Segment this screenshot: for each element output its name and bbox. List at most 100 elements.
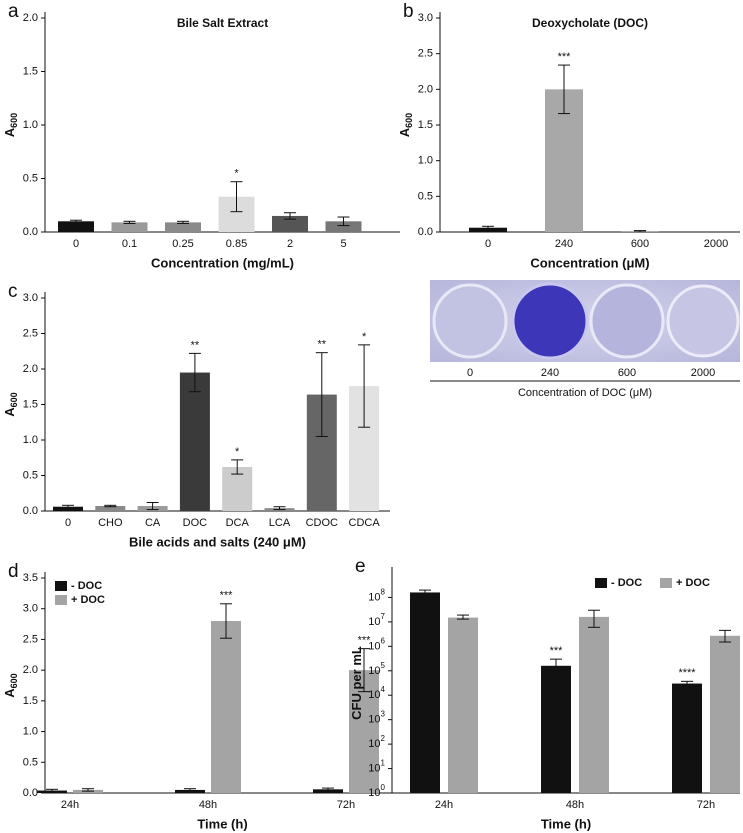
well-label: 240 <box>541 367 559 379</box>
y-tick-label-exp: 8 <box>381 588 386 597</box>
error-bar <box>184 788 196 792</box>
x-tick-label: 24h <box>61 799 79 811</box>
y-tick-label: 0.5 <box>418 190 433 202</box>
error-bar <box>188 352 201 393</box>
significance-label: ** <box>191 339 200 351</box>
error-bar <box>273 506 286 511</box>
y-tick-label: 1.0 <box>23 434 38 446</box>
y-axis-label-main: CFU per mL <box>349 646 364 720</box>
y-tick-label-text: 3.0 <box>23 292 38 304</box>
y-tick-label-text: 2.0 <box>23 12 38 24</box>
x-tick-label: 2 <box>287 238 293 250</box>
y-axis-label-sub: 600 <box>404 113 414 128</box>
x-tick-label: 0.85 <box>226 238 247 250</box>
y-tick-label-text: 10 <box>368 665 380 677</box>
y-tick-label: 1.5 <box>23 695 38 707</box>
y-tick-label-text: 10 <box>368 762 380 774</box>
y-tick-label-text: 1.0 <box>23 119 38 131</box>
x-tick-label: CDOC <box>306 517 338 529</box>
y-tick-label: 103 <box>368 710 385 726</box>
legend-swatch <box>595 578 607 588</box>
y-axis-label-main: A <box>2 127 17 137</box>
x-tick-label: CA <box>145 517 161 529</box>
plate-photo: 0 240 600 2000 Concentration of DOC (μM) <box>430 280 740 399</box>
y-tick-label-exp: 0 <box>381 783 386 792</box>
error-bar <box>70 219 82 223</box>
y-tick-label: 107 <box>368 612 385 628</box>
x-tick-label: CHO <box>98 517 123 529</box>
y-axis-label: A600 <box>2 113 19 137</box>
y-tick-label-text: 1.0 <box>418 155 433 167</box>
y-tick-label-text: 0.0 <box>23 505 38 517</box>
y-tick-label: 0.0 <box>418 226 433 238</box>
significance-label: * <box>234 168 239 180</box>
x-tick-label: 48h <box>566 799 584 811</box>
y-tick-label-text: 10 <box>368 787 380 799</box>
y-axis-label: A600 <box>2 673 19 697</box>
y-tick-label: 101 <box>368 759 385 775</box>
y-tick-label-exp: 5 <box>381 661 386 670</box>
y-tick-label-text: 10 <box>368 640 380 652</box>
significance-label: *** <box>220 590 234 602</box>
x-tick-label: 24h <box>435 799 453 811</box>
legend-swatch <box>55 595 67 605</box>
bar <box>410 592 440 793</box>
y-tick-label-text: 2.0 <box>23 363 38 375</box>
y-tick-label: 2.5 <box>418 48 433 60</box>
well <box>666 284 740 358</box>
error-bar <box>719 629 731 643</box>
x-tick-label: 0 <box>73 238 79 250</box>
bar <box>579 616 609 793</box>
error-bar <box>220 603 232 639</box>
bar <box>313 789 343 793</box>
y-tick-label-exp: 7 <box>381 612 386 621</box>
y-tick-label-text: 10 <box>368 738 380 750</box>
x-axis-label: Bile acids and salts (240 μM) <box>129 534 306 549</box>
y-tick-label: 0.5 <box>23 469 38 481</box>
y-axis-label-main: A <box>397 127 412 137</box>
error-bar <box>634 230 646 233</box>
y-tick-label: 2.0 <box>418 83 433 95</box>
y-axis-label: A600 <box>397 113 414 137</box>
significance-label: *** <box>558 51 572 63</box>
y-tick-label: 0.5 <box>23 756 38 768</box>
error-bar <box>457 614 469 620</box>
y-tick-label: 2.5 <box>23 633 38 645</box>
y-tick-label-text: 1.5 <box>418 119 433 131</box>
bar <box>710 635 740 793</box>
bar <box>672 683 702 793</box>
panel-letter: b <box>403 1 414 22</box>
y-tick-label-exp: 4 <box>381 685 386 694</box>
legend-swatch <box>660 578 672 588</box>
error-bar <box>322 787 334 792</box>
x-axis-label: Concentration (μM) <box>530 255 649 270</box>
y-tick-label: 104 <box>368 685 385 701</box>
significance-label: ** <box>318 339 327 351</box>
y-tick-label-text: 0.5 <box>23 756 38 768</box>
y-tick-label: 3.0 <box>418 12 433 24</box>
y-tick-label-text: 0.0 <box>23 787 38 799</box>
y-tick-label-text: 3.0 <box>418 12 433 24</box>
x-tick-label: 240 <box>555 238 573 250</box>
y-tick-label: 108 <box>368 588 385 604</box>
y-tick-label-exp: 2 <box>381 734 386 743</box>
y-tick-label-exp: 6 <box>381 636 386 645</box>
legend-label: - DOC <box>71 580 102 592</box>
error-bar <box>82 788 94 792</box>
y-tick-label-text: 10 <box>368 714 380 726</box>
error-bar <box>358 648 370 693</box>
error-bar <box>482 225 494 230</box>
y-tick-label: 1.5 <box>23 65 38 77</box>
y-tick-label: 3.0 <box>23 603 38 615</box>
bar <box>272 215 308 232</box>
error-bar <box>588 609 600 628</box>
well <box>589 283 665 359</box>
y-tick-label: 1.0 <box>418 155 433 167</box>
error-bar <box>146 501 159 511</box>
y-tick-label: 0.0 <box>23 505 38 517</box>
significance-label: * <box>235 446 240 458</box>
well <box>432 283 508 359</box>
y-tick-label-text: 2.0 <box>418 83 433 95</box>
y-tick-label-text: 2.0 <box>23 664 38 676</box>
